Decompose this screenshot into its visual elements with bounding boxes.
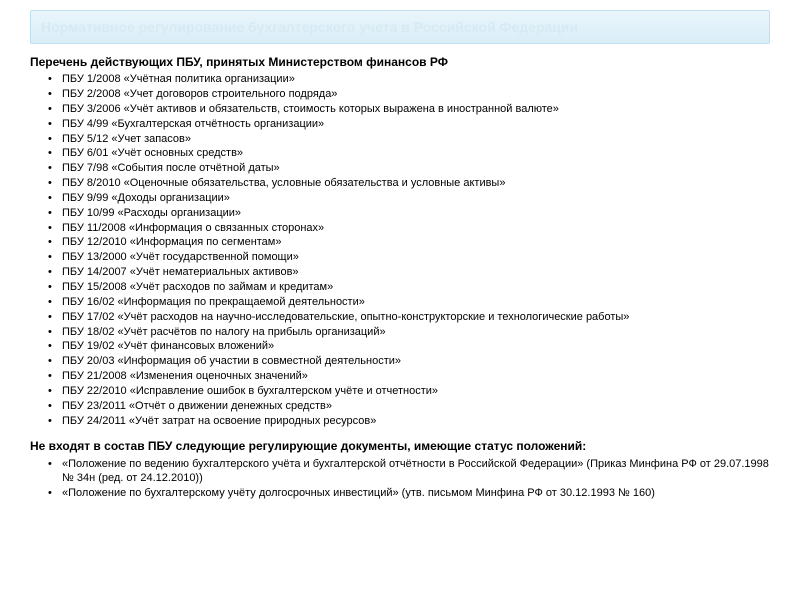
document-body: Перечень действующих ПБУ, принятых Минис…: [0, 50, 800, 511]
list-item: ПБУ 18/02 «Учёт расчётов по налогу на пр…: [48, 325, 770, 340]
header-title: Нормативное регулирование бухгалтерского…: [41, 18, 578, 37]
list-item: ПБУ 1/2008 «Учётная политика организации…: [48, 72, 770, 87]
list-item: ПБУ 23/2011 «Отчёт о движении денежных с…: [48, 399, 770, 414]
header-banner: Нормативное регулирование бухгалтерского…: [30, 10, 770, 44]
list-item: ПБУ 19/02 «Учёт финансовых вложений»: [48, 339, 770, 354]
list-item: ПБУ 7/98 «События после отчётной даты»: [48, 161, 770, 176]
list-item: ПБУ 14/2007 «Учёт нематериальных активов…: [48, 265, 770, 280]
list-item: ПБУ 2/2008 «Учет договоров строительного…: [48, 87, 770, 102]
list-item: ПБУ 4/99 «Бухгалтерская отчётность орган…: [48, 117, 770, 132]
list-item: ПБУ 10/99 «Расходы организации»: [48, 206, 770, 221]
list-item: ПБУ 21/2008 «Изменения оценочных значени…: [48, 369, 770, 384]
list-item: ПБУ 11/2008 «Информация о связанных стор…: [48, 221, 770, 236]
list-item: ПБУ 6/01 «Учёт основных средств»: [48, 146, 770, 161]
section2-title: Не входят в состав ПБУ следующие регулир…: [30, 438, 770, 454]
list-item: ПБУ 22/2010 «Исправление ошибок в бухгал…: [48, 384, 770, 399]
list-item: ПБУ 12/2010 «Информация по сегментам»: [48, 235, 770, 250]
list-item: ПБУ 20/03 «Информация об участии в совме…: [48, 354, 770, 369]
list-item: ПБУ 8/2010 «Оценочные обязательства, усл…: [48, 176, 770, 191]
list-item: ПБУ 9/99 «Доходы организации»: [48, 191, 770, 206]
list-item: ПБУ 5/12 «Учет запасов»: [48, 132, 770, 147]
section1-list: ПБУ 1/2008 «Учётная политика организации…: [30, 72, 770, 428]
list-item: ПБУ 15/2008 «Учёт расходов по займам и к…: [48, 280, 770, 295]
section2-list: «Положение по ведению бухгалтерского учё…: [30, 457, 770, 502]
list-item: «Положение по бухгалтерскому учёту долго…: [48, 486, 770, 501]
list-item: ПБУ 13/2000 «Учёт государственной помощи…: [48, 250, 770, 265]
list-item: ПБУ 17/02 «Учёт расходов на научно-иссле…: [48, 310, 770, 325]
list-item: ПБУ 16/02 «Информация по прекращаемой де…: [48, 295, 770, 310]
section1-title: Перечень действующих ПБУ, принятых Минис…: [30, 54, 770, 70]
list-item: ПБУ 3/2006 «Учёт активов и обязательств,…: [48, 102, 770, 117]
list-item: «Положение по ведению бухгалтерского учё…: [48, 457, 770, 487]
list-item: ПБУ 24/2011 «Учёт затрат на освоение при…: [48, 414, 770, 429]
